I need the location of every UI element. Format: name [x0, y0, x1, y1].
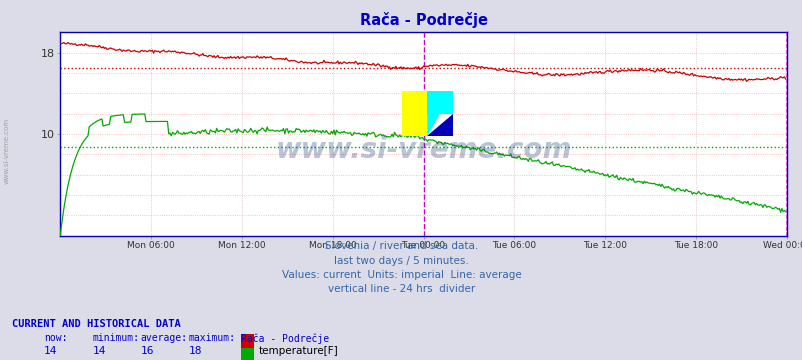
Bar	[401, 91, 427, 136]
Polygon shape	[427, 114, 452, 136]
Text: www.si-vreme.com: www.si-vreme.com	[3, 118, 10, 184]
Text: 16: 16	[140, 346, 154, 356]
Text: Rača - Podrečje: Rača - Podrečje	[241, 333, 329, 343]
Text: 18: 18	[188, 346, 202, 356]
Text: Values: current  Units: imperial  Line: average: Values: current Units: imperial Line: av…	[282, 270, 520, 280]
Text: minimum:: minimum:	[92, 333, 140, 343]
Text: www.si-vreme.com: www.si-vreme.com	[275, 136, 571, 165]
Text: last two days / 5 minutes.: last two days / 5 minutes.	[334, 256, 468, 266]
Text: now:: now:	[44, 333, 67, 343]
Text: CURRENT AND HISTORICAL DATA: CURRENT AND HISTORICAL DATA	[12, 319, 180, 329]
Text: average:: average:	[140, 333, 188, 343]
Text: 14: 14	[92, 346, 106, 356]
Text: maximum:: maximum:	[188, 333, 236, 343]
Bar	[427, 91, 452, 114]
Text: Slovenia / river and sea data.: Slovenia / river and sea data.	[325, 241, 477, 251]
Text: vertical line - 24 hrs  divider: vertical line - 24 hrs divider	[327, 284, 475, 294]
Text: temperature[F]: temperature[F]	[258, 346, 338, 356]
Text: 14: 14	[44, 346, 58, 356]
Polygon shape	[427, 91, 452, 136]
Title: Rača - Podrečje: Rača - Podrečje	[359, 13, 487, 28]
